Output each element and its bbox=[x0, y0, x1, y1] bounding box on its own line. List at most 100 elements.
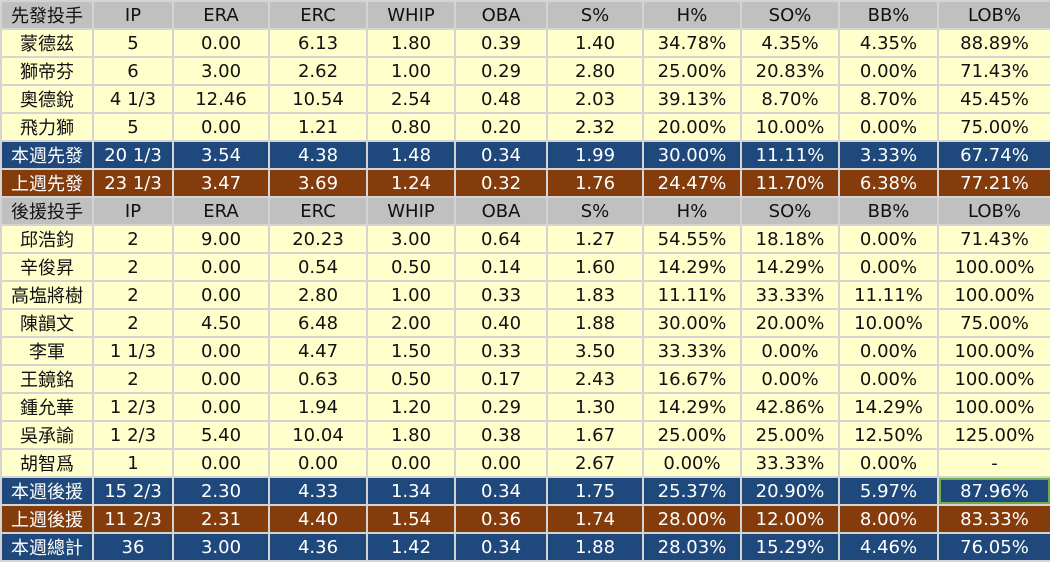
stat-cell[interactable]: 0.00% bbox=[642, 448, 742, 478]
stat-cell[interactable]: 15 2/3 bbox=[92, 476, 174, 506]
stat-cell[interactable]: 1.67 bbox=[546, 420, 644, 450]
stat-cell[interactable]: 71.43% bbox=[937, 224, 1050, 254]
stat-cell[interactable]: SO% bbox=[740, 0, 840, 30]
stat-cell[interactable]: 2 bbox=[92, 280, 174, 310]
stat-cell[interactable]: 2.32 bbox=[546, 112, 644, 142]
stat-cell[interactable]: 28.03% bbox=[642, 532, 742, 562]
stat-cell[interactable]: IP bbox=[92, 0, 174, 30]
stat-cell[interactable]: 76.05% bbox=[937, 532, 1050, 562]
stat-cell[interactable]: 25.00% bbox=[740, 420, 840, 450]
stat-cell[interactable]: 20.83% bbox=[740, 56, 840, 86]
stat-cell[interactable]: 5 bbox=[92, 112, 174, 142]
stat-cell[interactable]: 2.80 bbox=[546, 56, 644, 86]
stat-cell[interactable]: ERA bbox=[172, 196, 270, 226]
stat-cell[interactable]: 10.04 bbox=[268, 420, 368, 450]
row-label-cell[interactable]: 李軍 bbox=[0, 336, 94, 366]
stat-cell[interactable]: 1.50 bbox=[366, 336, 456, 366]
stat-cell[interactable]: 4.35% bbox=[838, 28, 939, 58]
stat-cell[interactable]: 4.50 bbox=[172, 308, 270, 338]
stat-cell[interactable]: 0.00% bbox=[838, 112, 939, 142]
stat-cell[interactable]: 34.78% bbox=[642, 28, 742, 58]
row-label-cell[interactable]: 獅帝芬 bbox=[0, 56, 94, 86]
stat-cell[interactable]: 25.00% bbox=[642, 420, 742, 450]
stat-cell[interactable]: 8.70% bbox=[740, 84, 840, 114]
stat-cell[interactable]: 71.43% bbox=[937, 56, 1050, 86]
stat-cell[interactable]: 3.00 bbox=[172, 532, 270, 562]
stat-cell[interactable]: 3.33% bbox=[838, 140, 939, 170]
stat-cell[interactable]: 1.76 bbox=[546, 168, 644, 198]
stat-cell[interactable]: 3.50 bbox=[546, 336, 644, 366]
stat-cell[interactable]: ERC bbox=[268, 196, 368, 226]
stat-cell[interactable]: 2 bbox=[92, 252, 174, 282]
stat-cell[interactable]: 2.30 bbox=[172, 476, 270, 506]
stat-cell[interactable]: 75.00% bbox=[937, 308, 1050, 338]
stat-cell[interactable]: 100.00% bbox=[937, 364, 1050, 394]
stat-cell[interactable]: 4.35% bbox=[740, 28, 840, 58]
stat-cell[interactable]: 14.29% bbox=[838, 392, 939, 422]
stat-cell[interactable]: 9.00 bbox=[172, 224, 270, 254]
row-label-cell[interactable]: 辛俊昇 bbox=[0, 252, 94, 282]
row-label-cell[interactable]: 後援投手 bbox=[0, 196, 94, 226]
stat-cell[interactable]: S% bbox=[546, 0, 644, 30]
stat-cell[interactable]: 4.40 bbox=[268, 504, 368, 534]
row-label-cell[interactable]: 本週後援 bbox=[0, 476, 94, 506]
stat-cell[interactable]: 0.50 bbox=[366, 364, 456, 394]
stat-cell[interactable]: 2.62 bbox=[268, 56, 368, 86]
stat-cell[interactable]: 3.54 bbox=[172, 140, 270, 170]
stat-cell[interactable]: OBA bbox=[454, 196, 548, 226]
stat-cell[interactable]: 0.63 bbox=[268, 364, 368, 394]
stat-cell[interactable]: 8.70% bbox=[838, 84, 939, 114]
stat-cell[interactable]: 2.43 bbox=[546, 364, 644, 394]
stat-cell[interactable]: 0.34 bbox=[454, 140, 548, 170]
stat-cell[interactable]: S% bbox=[546, 196, 644, 226]
stat-cell[interactable]: 6.38% bbox=[838, 168, 939, 198]
stat-cell[interactable]: 0.00% bbox=[838, 448, 939, 478]
stat-cell[interactable]: 2.80 bbox=[268, 280, 368, 310]
row-label-cell[interactable]: 邱浩鈞 bbox=[0, 224, 94, 254]
stat-cell[interactable]: 0.40 bbox=[454, 308, 548, 338]
stat-cell[interactable]: 1.21 bbox=[268, 112, 368, 142]
stat-cell[interactable]: 0.00% bbox=[740, 364, 840, 394]
stat-cell[interactable]: 16.67% bbox=[642, 364, 742, 394]
stat-cell[interactable]: 0.39 bbox=[454, 28, 548, 58]
stat-cell[interactable]: 1.80 bbox=[366, 420, 456, 450]
stat-cell[interactable]: 4.47 bbox=[268, 336, 368, 366]
stat-cell[interactable]: 2.00 bbox=[366, 308, 456, 338]
stat-cell[interactable]: 0.00% bbox=[838, 252, 939, 282]
stat-cell[interactable]: 1.24 bbox=[366, 168, 456, 198]
stat-cell[interactable]: 100.00% bbox=[937, 252, 1050, 282]
stat-cell[interactable]: 25.37% bbox=[642, 476, 742, 506]
stat-cell[interactable]: 0.38 bbox=[454, 420, 548, 450]
stat-cell[interactable]: 30.00% bbox=[642, 140, 742, 170]
stat-cell[interactable]: 1.27 bbox=[546, 224, 644, 254]
stat-cell[interactable]: 5.97% bbox=[838, 476, 939, 506]
stat-cell[interactable]: 15.29% bbox=[740, 532, 840, 562]
stat-cell[interactable]: 0.29 bbox=[454, 56, 548, 86]
row-label-cell[interactable]: 本週總計 bbox=[0, 532, 94, 562]
stat-cell[interactable]: 18.18% bbox=[740, 224, 840, 254]
stat-cell[interactable]: 0.20 bbox=[454, 112, 548, 142]
row-label-cell[interactable]: 本週先發 bbox=[0, 140, 94, 170]
stat-cell[interactable]: 20.00% bbox=[642, 112, 742, 142]
stat-cell[interactable]: 10.00% bbox=[740, 112, 840, 142]
stat-cell[interactable]: WHIP bbox=[366, 196, 456, 226]
row-label-cell[interactable]: 王鏡銘 bbox=[0, 364, 94, 394]
stat-cell[interactable]: 12.50% bbox=[838, 420, 939, 450]
stat-cell[interactable]: 0.48 bbox=[454, 84, 548, 114]
stat-cell[interactable]: 1 bbox=[92, 448, 174, 478]
stat-cell[interactable]: 11.11% bbox=[740, 140, 840, 170]
stat-cell[interactable]: 11 2/3 bbox=[92, 504, 174, 534]
stat-cell[interactable]: 25.00% bbox=[642, 56, 742, 86]
stat-cell[interactable]: 6 bbox=[92, 56, 174, 86]
row-label-cell[interactable]: 鍾允華 bbox=[0, 392, 94, 422]
stat-cell[interactable]: 33.33% bbox=[642, 336, 742, 366]
stat-cell[interactable]: 0.00% bbox=[838, 336, 939, 366]
stat-cell[interactable]: 0.54 bbox=[268, 252, 368, 282]
stat-cell[interactable]: ERA bbox=[172, 0, 270, 30]
stat-cell[interactable]: - bbox=[937, 448, 1050, 478]
stat-cell[interactable]: 4.46% bbox=[838, 532, 939, 562]
stat-cell[interactable]: 0.00% bbox=[838, 364, 939, 394]
stat-cell[interactable]: 0.00 bbox=[172, 336, 270, 366]
stat-cell[interactable]: SO% bbox=[740, 196, 840, 226]
stat-cell[interactable]: 14.29% bbox=[740, 252, 840, 282]
